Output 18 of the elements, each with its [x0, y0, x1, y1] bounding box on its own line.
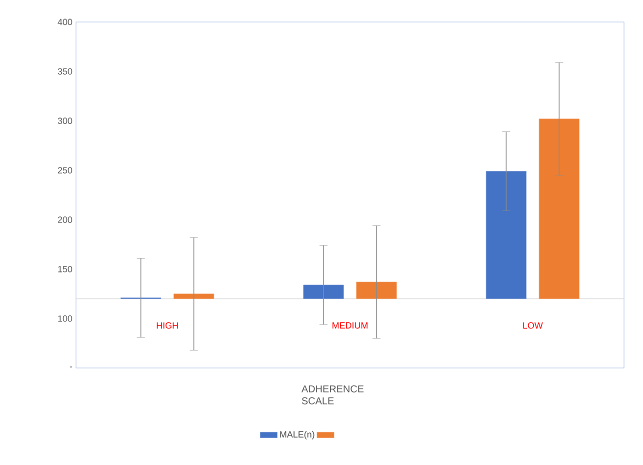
bar	[303, 284, 344, 299]
legend-label: MALE(n)	[280, 430, 314, 440]
bar	[356, 282, 397, 299]
x-tick-label: LOW	[523, 322, 543, 329]
bar	[174, 294, 214, 299]
x-axis-title: ADHERENCE SCALE	[301, 385, 364, 404]
y-tick-label: 250	[58, 167, 72, 174]
y-tick-label: 300	[58, 118, 72, 124]
y-tick-label: 200	[58, 216, 72, 223]
y-tick-label: 400	[58, 18, 72, 26]
y-tick-label: -	[70, 366, 72, 368]
y-tick-label: 350	[58, 68, 72, 75]
x-tick-label: MEDIUM	[332, 322, 368, 329]
x-tick-label: HIGH	[156, 322, 178, 329]
y-tick-label: 150	[58, 266, 72, 272]
y-tick-label: 100	[58, 315, 72, 322]
bar	[538, 118, 580, 299]
bar	[486, 171, 526, 299]
